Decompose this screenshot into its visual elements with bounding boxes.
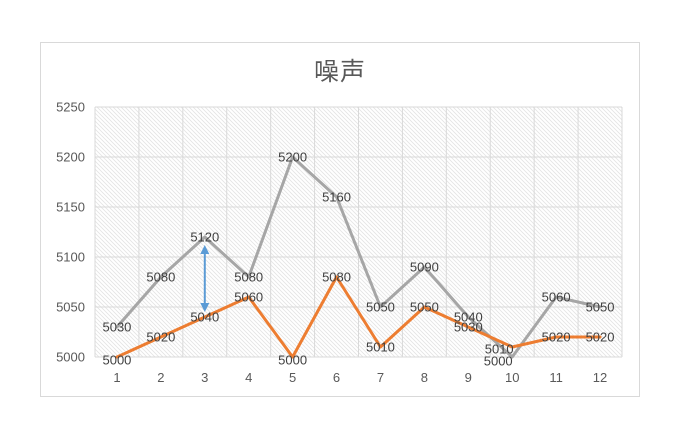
x-tick-label: 9	[465, 370, 472, 385]
data-label: 5000	[278, 353, 307, 368]
x-tick-label: 12	[593, 370, 607, 385]
series-line-2	[115, 275, 602, 359]
x-tick-label: 11	[549, 370, 563, 385]
y-tick-label: 5200	[56, 150, 85, 165]
data-label: 5060	[234, 290, 263, 305]
y-tick-label: 5000	[56, 350, 85, 365]
data-label: 5030	[102, 320, 131, 335]
data-label: 5080	[234, 270, 263, 285]
x-tick-label: 2	[157, 370, 164, 385]
data-label: 5010	[366, 340, 395, 355]
x-tick-label: 8	[421, 370, 428, 385]
x-tick-label: 3	[201, 370, 208, 385]
data-label: 5090	[410, 260, 439, 275]
data-label: 5160	[322, 190, 351, 205]
x-tick-label: 1	[113, 370, 120, 385]
chart-title: 噪声	[313, 58, 366, 86]
data-label: 5080	[146, 270, 175, 285]
chart-area: 噪声 5000 5050 5100 5150 5200 5250 1 2 3 4 5 6 7 8 9 10 11…	[40, 42, 640, 397]
data-label: 5020	[146, 330, 175, 345]
data-label: 5020	[542, 330, 571, 345]
data-label: 5200	[278, 150, 307, 165]
data-label: 5120	[190, 230, 219, 245]
x-tick-label: 6	[333, 370, 340, 385]
y-tick-label: 5250	[56, 100, 85, 115]
y-tick-label: 5050	[56, 300, 85, 315]
data-label: 5080	[322, 270, 351, 285]
data-label: 5010	[485, 342, 514, 357]
annotation-arrowhead-up	[200, 245, 210, 254]
data-label: 5050	[410, 300, 439, 315]
x-tick-label: 10	[505, 370, 519, 385]
data-label: 5050	[586, 300, 615, 315]
data-label: 5050	[366, 300, 395, 315]
x-tick-label: 7	[377, 370, 384, 385]
data-label: 5060	[542, 290, 571, 305]
data-label: 5000	[102, 353, 131, 368]
y-tick-label: 5100	[56, 250, 85, 265]
annotation-arrowhead-down	[200, 303, 210, 312]
data-label: 5030	[454, 320, 483, 335]
series-line-1	[115, 155, 602, 359]
data-label: 5040	[454, 310, 483, 325]
data-label: 5000	[484, 354, 513, 369]
x-tick-label: 5	[289, 370, 296, 385]
y-tick-label: 5150	[56, 200, 85, 215]
data-label: 5040	[190, 310, 219, 325]
x-tick-label: 4	[245, 370, 252, 385]
data-label: 5020	[586, 330, 615, 345]
